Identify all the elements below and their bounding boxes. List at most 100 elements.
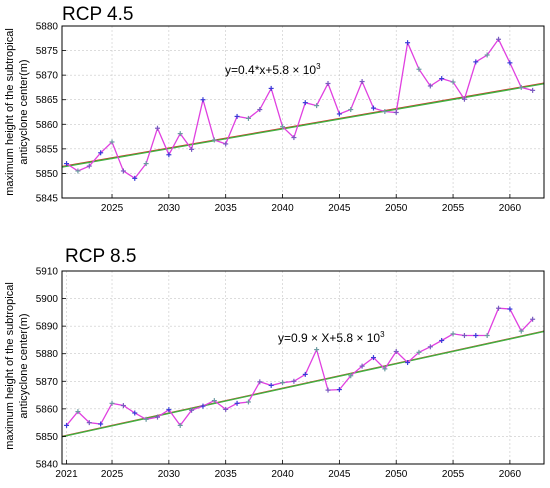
y-tick-label: 5840 bbox=[36, 460, 59, 471]
data-series-line bbox=[66, 38, 533, 180]
data-point bbox=[461, 96, 467, 102]
trend-line bbox=[61, 330, 545, 438]
data-point bbox=[234, 113, 240, 119]
data-point bbox=[427, 344, 433, 350]
data-point bbox=[86, 163, 92, 169]
data-point bbox=[393, 109, 399, 115]
data-point bbox=[507, 306, 513, 312]
data-point bbox=[98, 421, 104, 427]
x-tick-label: 2040 bbox=[271, 469, 294, 480]
data-point bbox=[370, 105, 376, 111]
data-point bbox=[64, 161, 70, 167]
data-point bbox=[132, 175, 138, 181]
y-tick-label: 5890 bbox=[36, 322, 59, 333]
data-series-line bbox=[65, 307, 534, 427]
data-point bbox=[348, 107, 354, 113]
data-point bbox=[325, 80, 331, 86]
chart-title: RCP 8.5 bbox=[65, 246, 136, 267]
data-point bbox=[189, 146, 195, 152]
data-point bbox=[393, 349, 399, 355]
data-point bbox=[461, 333, 467, 339]
y-axis-label-line1: maximum height of the subtropical bbox=[4, 282, 16, 450]
data-point bbox=[245, 399, 251, 405]
x-tick-label: 2035 bbox=[215, 203, 238, 214]
x-tick-label: 2045 bbox=[328, 203, 351, 214]
data-point bbox=[166, 407, 172, 413]
data-point bbox=[382, 109, 388, 115]
data-point bbox=[336, 387, 342, 393]
chart-rcp85: RCP 8.5 maximum height of the subtropica… bbox=[4, 246, 545, 480]
data-point bbox=[132, 410, 138, 416]
data-point bbox=[530, 316, 536, 322]
y-tick-label: 5910 bbox=[36, 267, 59, 278]
y-tick-label: 5870 bbox=[36, 377, 59, 388]
data-point bbox=[405, 360, 411, 366]
data-point bbox=[291, 135, 297, 141]
y-tick-label: 5880 bbox=[36, 22, 59, 33]
data-point bbox=[530, 87, 536, 93]
data-point bbox=[257, 107, 263, 113]
data-point bbox=[86, 420, 92, 426]
data-point bbox=[109, 139, 115, 145]
y-tick-label: 5850 bbox=[36, 432, 59, 443]
data-point bbox=[336, 111, 342, 117]
data-point bbox=[518, 328, 524, 334]
data-point bbox=[200, 403, 206, 409]
x-tick-label: 2055 bbox=[442, 203, 465, 214]
plot-frame bbox=[61, 25, 545, 199]
y-tick-label: 5865 bbox=[36, 95, 59, 106]
y-tick-label: 5900 bbox=[36, 294, 59, 305]
y-axis-label-line2: anticyclone center(m) bbox=[18, 313, 30, 418]
data-point bbox=[154, 414, 160, 420]
data-point bbox=[177, 422, 183, 428]
data-point bbox=[177, 131, 183, 137]
data-point bbox=[439, 76, 445, 82]
data-point bbox=[484, 333, 490, 339]
chart-rcp45: RCP 4.5 maximum height of the subtropica… bbox=[4, 4, 545, 214]
chart-title: RCP 4.5 bbox=[62, 4, 133, 25]
x-tick-label: 2045 bbox=[328, 469, 351, 480]
data-point bbox=[291, 378, 297, 384]
data-point bbox=[496, 305, 502, 311]
data-point bbox=[427, 83, 433, 89]
equation-exponent: 3 bbox=[316, 62, 321, 71]
y-tick-label: 5845 bbox=[36, 194, 59, 205]
data-point bbox=[416, 66, 422, 72]
data-point bbox=[405, 40, 411, 46]
data-point bbox=[109, 400, 115, 406]
data-point bbox=[496, 36, 502, 42]
data-point bbox=[268, 382, 274, 388]
trend-line bbox=[61, 83, 545, 168]
y-tick-label: 5860 bbox=[36, 404, 59, 415]
x-tick-label: 2035 bbox=[215, 469, 238, 480]
data-point bbox=[302, 100, 308, 106]
data-point bbox=[143, 161, 149, 167]
data-point bbox=[325, 387, 331, 393]
x-tick-label: 2050 bbox=[385, 469, 408, 480]
y-axis-label-line1: maximum height of the subtropical bbox=[4, 28, 16, 196]
data-point bbox=[450, 79, 456, 85]
regression-equation: y=0.9 × X+5.8 × 103 bbox=[278, 330, 385, 345]
data-point bbox=[348, 373, 354, 379]
data-point bbox=[64, 422, 70, 428]
x-tick-label: 2050 bbox=[385, 203, 408, 214]
x-tick-label: 2030 bbox=[158, 469, 181, 480]
x-tick-label: 2060 bbox=[499, 203, 522, 214]
data-point bbox=[450, 331, 456, 337]
y-axis-label: maximum height of the subtropical anticy… bbox=[4, 282, 30, 450]
x-tick-label: 2060 bbox=[499, 469, 522, 480]
data-point bbox=[154, 125, 160, 131]
data-point bbox=[143, 416, 149, 422]
data-point bbox=[234, 400, 240, 406]
x-tick-label: 2025 bbox=[101, 203, 124, 214]
data-point bbox=[98, 150, 104, 156]
data-point bbox=[223, 406, 229, 412]
data-point bbox=[382, 366, 388, 372]
y-tick-label: 5860 bbox=[36, 120, 59, 131]
y-tick-label: 5850 bbox=[36, 169, 59, 180]
equation-exponent: 3 bbox=[380, 330, 385, 339]
data-point bbox=[473, 333, 479, 339]
data-point bbox=[314, 347, 320, 353]
data-point bbox=[75, 168, 81, 174]
